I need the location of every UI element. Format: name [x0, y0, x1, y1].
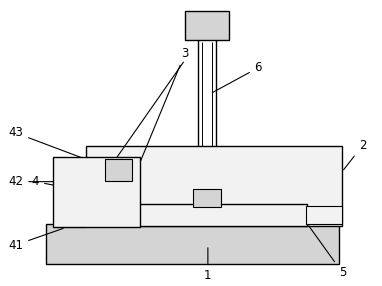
Text: 2: 2 — [344, 139, 366, 170]
Text: 5: 5 — [309, 226, 346, 279]
Bar — [306, 206, 342, 224]
Bar — [193, 189, 221, 207]
Bar — [86, 146, 342, 226]
Text: 6: 6 — [212, 61, 262, 93]
Text: 41: 41 — [8, 229, 63, 251]
Bar — [46, 224, 339, 265]
Text: 4: 4 — [32, 175, 83, 192]
Text: 43: 43 — [8, 126, 83, 158]
Bar — [185, 11, 229, 40]
Text: 1: 1 — [204, 248, 212, 282]
Bar — [130, 204, 307, 226]
Text: 3: 3 — [133, 47, 189, 178]
Bar — [53, 157, 140, 227]
Text: 42: 42 — [8, 175, 63, 188]
Bar — [105, 159, 133, 181]
